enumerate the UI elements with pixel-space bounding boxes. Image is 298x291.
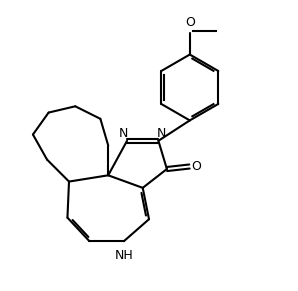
Text: NH: NH xyxy=(114,249,133,262)
Text: O: O xyxy=(185,16,195,29)
Text: N: N xyxy=(119,127,129,140)
Text: O: O xyxy=(192,160,201,173)
Text: N: N xyxy=(157,127,166,140)
